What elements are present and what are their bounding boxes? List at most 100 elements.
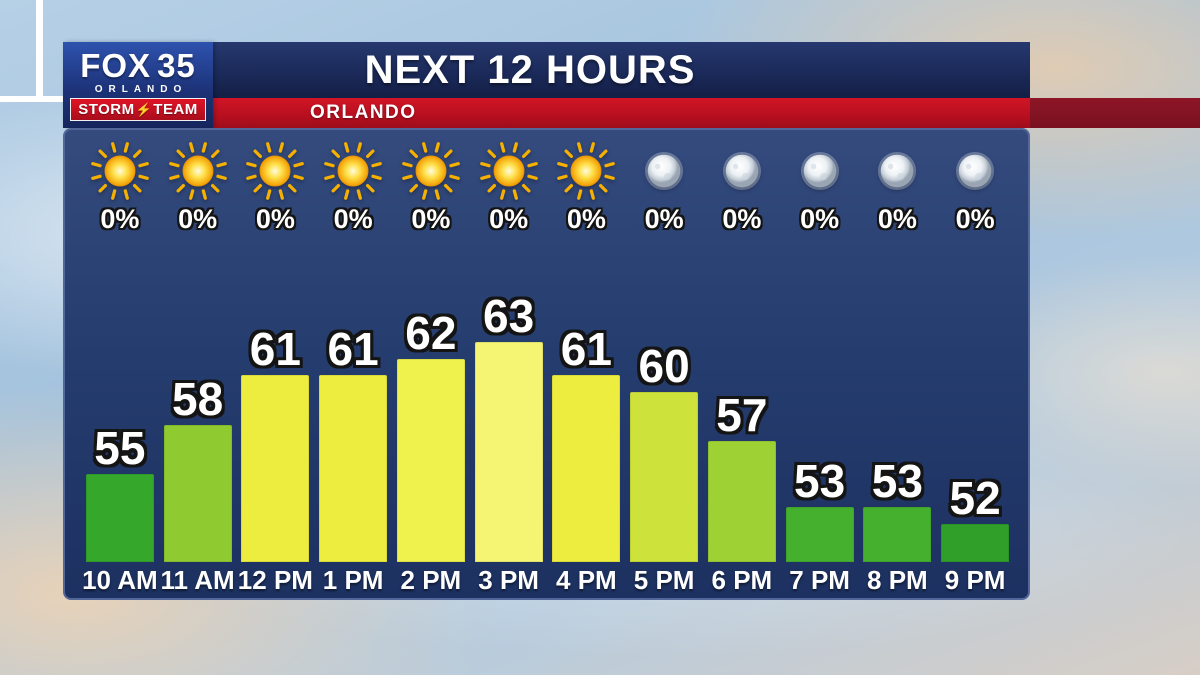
temperature-bar (241, 375, 310, 562)
temperature-label: 60 (638, 340, 690, 393)
temperature-bar (707, 441, 776, 562)
bar-cell: 62 (392, 242, 470, 562)
logo-brand: FOX 35 (80, 49, 196, 82)
precip-chance: 0% (255, 204, 295, 234)
sun-icon (245, 138, 305, 204)
hour-label: 2 PM (400, 564, 462, 595)
bar-cell: 52 (936, 242, 1014, 562)
storm-team-badge: STORM ⚡ TEAM (70, 98, 206, 121)
lightning-bolt-icon: ⚡ (135, 102, 153, 117)
sun-icon (479, 138, 539, 204)
precip-chance: 0% (489, 204, 529, 234)
precip-chance: 0% (877, 204, 917, 234)
bar-cell: 58 (159, 242, 237, 562)
hour-label: 4 PM (556, 564, 617, 595)
temperature-label: 57 (716, 389, 768, 442)
bar-cell: 61 (548, 242, 626, 562)
bar-cell: 57 (703, 242, 781, 562)
temperature-label: 61 (327, 323, 379, 376)
temperature-label: 61 (560, 323, 612, 376)
header-bar: NEXT 12 HOURS (63, 42, 1030, 98)
temperature-label: 53 (871, 455, 923, 508)
moon-icon (635, 138, 693, 204)
temperature-label: 62 (405, 307, 457, 360)
temperature-bar (319, 375, 388, 562)
temperature-label: 61 (249, 323, 301, 376)
sun-icon (168, 138, 228, 204)
hour-column: 0% 57 6 PM (703, 138, 781, 598)
forecast-panel: 0% 55 10 AM 0% 58 11 AM 0% 61 12 PM 0% 61 1 PM 0% 62 2… (63, 128, 1030, 600)
bar-cell: 63 (470, 242, 548, 562)
hour-column: 0% 60 5 PM (625, 138, 703, 598)
hour-column: 0% 61 12 PM (237, 138, 315, 598)
sun-icon (556, 138, 616, 204)
hour-label: 6 PM (711, 564, 773, 595)
hour-column: 0% 52 9 PM (936, 138, 1014, 598)
hour-column: 0% 61 1 PM (314, 138, 392, 598)
page-title: NEXT 12 HOURS (364, 48, 696, 92)
precip-chance: 0% (333, 204, 373, 234)
hour-label: 5 PM (633, 564, 695, 595)
precip-chance: 0% (178, 204, 218, 234)
bar-cell: 61 (237, 242, 315, 562)
moon-icon (791, 138, 849, 204)
hour-label: 8 PM (867, 564, 928, 595)
bar-cell: 61 (314, 242, 392, 562)
hour-column: 0% 63 3 PM (470, 138, 548, 598)
hour-label: 10 AM (82, 564, 158, 595)
precip-chance: 0% (722, 204, 762, 234)
decor-vertical-line (36, 0, 43, 99)
fox35-storm-team-logo: FOX 35 ORLANDO STORM ⚡ TEAM (63, 42, 213, 128)
temperature-bar (163, 425, 232, 562)
hour-column: 0% 62 2 PM (392, 138, 470, 598)
moon-icon (946, 138, 1004, 204)
location-label: ORLANDO (310, 102, 417, 123)
temperature-label: 58 (172, 373, 224, 426)
location-bar: ORLANDO (63, 98, 1030, 128)
precip-chance: 0% (411, 204, 451, 234)
temperature-label: 55 (94, 422, 146, 475)
precip-chance: 0% (955, 204, 995, 234)
precip-chance: 0% (644, 204, 684, 234)
hour-label: 12 PM (237, 564, 313, 595)
storm-label: STORM (78, 101, 135, 118)
bar-cell: 60 (625, 242, 703, 562)
temperature-bar (85, 474, 154, 562)
hour-label: 3 PM (478, 564, 539, 595)
bar-cell: 53 (859, 242, 937, 562)
hour-column: 0% 53 7 PM (781, 138, 859, 598)
sun-icon (90, 138, 150, 204)
hour-columns: 0% 55 10 AM 0% 58 11 AM 0% 61 12 PM 0% 61 1 PM 0% 62 2… (65, 130, 1028, 598)
bar-cell: 53 (781, 242, 859, 562)
bar-cell: 55 (81, 242, 159, 562)
sun-icon (401, 138, 461, 204)
moon-icon (868, 138, 926, 204)
temperature-label: 53 (794, 455, 846, 508)
hour-column: 0% 58 11 AM (159, 138, 237, 598)
hour-label: 1 PM (322, 564, 384, 595)
hour-label: 11 AM (160, 564, 235, 595)
temperature-bar (630, 392, 699, 562)
temperature-bar (941, 524, 1010, 562)
hour-column: 0% 53 8 PM (859, 138, 937, 598)
location-bar-extension (1030, 98, 1200, 128)
hour-label: 7 PM (789, 564, 850, 595)
hour-label: 9 PM (944, 564, 1006, 595)
precip-chance: 0% (100, 204, 140, 234)
team-label: TEAM (153, 101, 198, 118)
hour-column: 0% 55 10 AM (81, 138, 159, 598)
precip-chance: 0% (800, 204, 840, 234)
temperature-label: 63 (483, 290, 535, 343)
hour-column: 0% 61 4 PM (548, 138, 626, 598)
logo-number-text: 35 (157, 47, 196, 84)
logo-city-text: ORLANDO (94, 84, 188, 95)
logo-fox-text: FOX (80, 47, 152, 84)
temperature-label: 52 (949, 472, 1001, 525)
temperature-bar (552, 375, 621, 562)
temperature-bar (474, 342, 543, 562)
temperature-bar (396, 359, 465, 562)
temperature-bar (863, 507, 932, 562)
temperature-bar (785, 507, 854, 562)
sun-icon (323, 138, 383, 204)
